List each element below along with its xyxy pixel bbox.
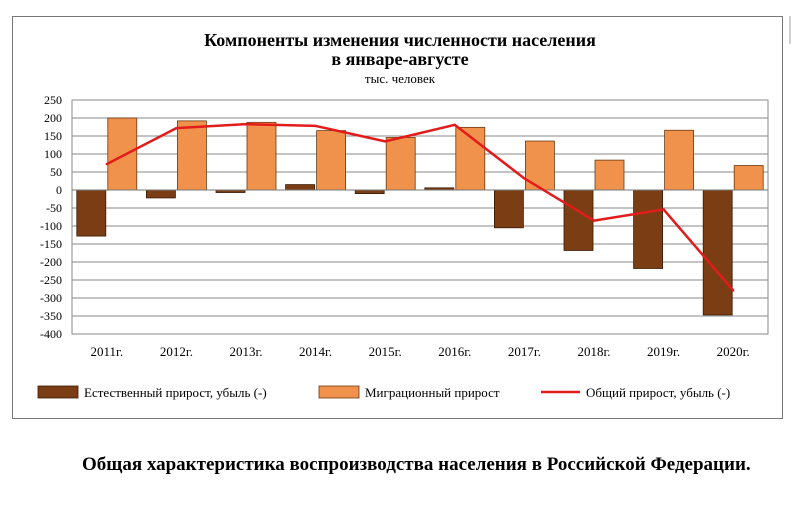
line-point xyxy=(523,177,526,180)
y-tick-label: 50 xyxy=(50,165,62,179)
y-tick-label: -300 xyxy=(40,291,62,305)
legend-label: Естественный прирост, убыль (-) xyxy=(84,385,267,400)
bar-natural-growth xyxy=(354,189,385,194)
x-tick-label: 2011г. xyxy=(90,344,123,359)
line-point xyxy=(453,123,456,127)
line-point xyxy=(732,289,735,292)
legend-label: Общий прирост, убыль (-) xyxy=(586,385,730,400)
x-tick-label: 2012г. xyxy=(160,344,193,359)
y-tick-label: -350 xyxy=(40,309,62,323)
x-tick-label: 2020г. xyxy=(717,344,750,359)
x-tick-label: 2018г. xyxy=(577,344,610,359)
line-point xyxy=(105,162,109,166)
y-tick-label: 0 xyxy=(56,183,62,197)
x-tick-label: 2013г. xyxy=(229,344,262,359)
y-tick-label: -250 xyxy=(40,273,62,287)
divider xyxy=(789,16,791,44)
y-tick-label: -50 xyxy=(46,201,62,215)
y-tick-label: 250 xyxy=(44,93,62,107)
bar-migration-growth xyxy=(176,120,207,191)
x-tick-label: 2015г. xyxy=(369,344,402,359)
chart-plot: 250 200 150 100 50 0 -50 -100 -150 -200 -250 -300 -3… xyxy=(37,93,769,400)
bar-natural-growth xyxy=(563,189,594,251)
chart-title-line2: в январе-августе xyxy=(331,49,469,69)
legend-label: Миграционный прирост xyxy=(365,385,500,400)
bar-natural-growth xyxy=(145,189,176,199)
chart-title: Компоненты изменения численности населен… xyxy=(204,30,596,50)
bar-natural-growth xyxy=(493,189,524,229)
line-point xyxy=(314,124,317,128)
chart-subtitle: тыс. человек xyxy=(364,71,436,86)
line-point xyxy=(175,126,178,130)
bar-migration-growth xyxy=(594,159,625,191)
bar-natural-growth xyxy=(702,189,733,316)
bar-migration-growth xyxy=(385,137,416,191)
caption: Общая характеристика воспроизводства нас… xyxy=(82,454,751,475)
y-tick-label: -150 xyxy=(40,237,62,251)
line-point xyxy=(662,208,665,211)
bar-natural-growth xyxy=(285,184,316,191)
legend-swatch-natural xyxy=(37,385,79,399)
y-tick-label: 150 xyxy=(44,129,62,143)
x-tick-label: 2016г. xyxy=(438,344,471,359)
y-tick-label: -100 xyxy=(40,219,62,233)
y-tick-label: 200 xyxy=(44,111,62,125)
plot-area xyxy=(71,99,769,335)
y-tick-label: -400 xyxy=(40,327,62,341)
line-point xyxy=(592,219,596,222)
x-tick-label: 2014г. xyxy=(299,344,332,359)
y-tick-label: 100 xyxy=(44,147,62,161)
line-point xyxy=(384,140,387,143)
x-tick-label: 2019г. xyxy=(647,344,680,359)
bar-natural-growth xyxy=(76,189,107,237)
bar-migration-growth xyxy=(107,117,138,191)
bar-migration-growth xyxy=(246,121,277,191)
bar-natural-growth xyxy=(633,189,663,269)
line-point xyxy=(244,122,248,126)
x-tick-label: 2017г. xyxy=(508,344,541,359)
y-tick-label: -200 xyxy=(40,255,62,269)
bar-migration-growth xyxy=(664,129,694,191)
bar-migration-growth xyxy=(316,130,347,191)
bar-migration-growth xyxy=(733,165,764,191)
legend-swatch-migration xyxy=(318,385,360,399)
line-total-growth xyxy=(106,122,735,292)
